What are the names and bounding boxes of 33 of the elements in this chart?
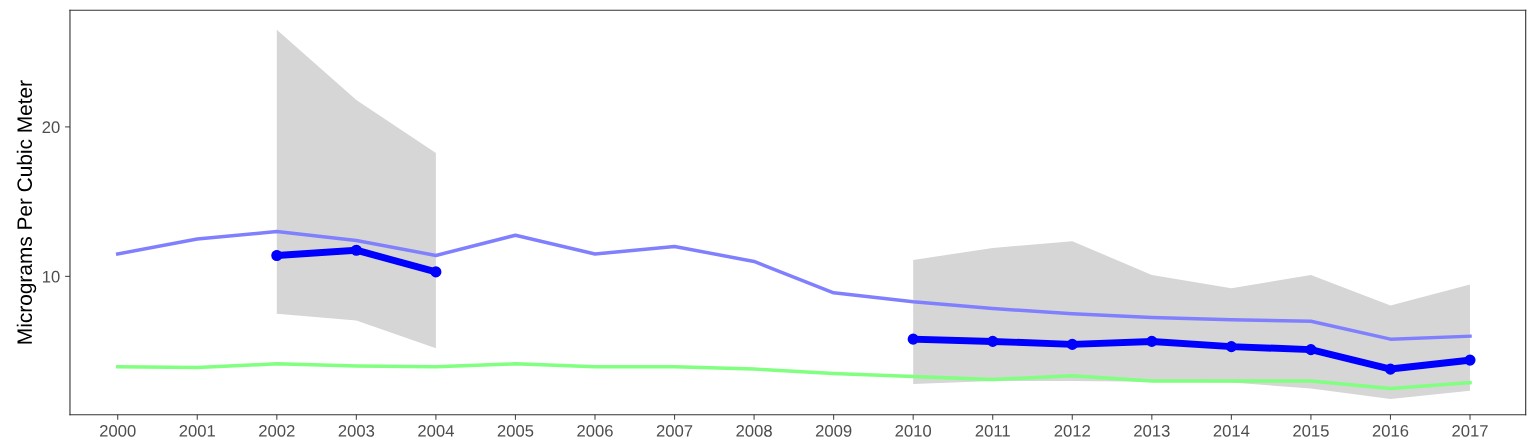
x-tick-label: 2004	[418, 424, 454, 437]
point	[1464, 354, 1476, 366]
line-series	[115, 362, 1472, 391]
x-tick-label: 2000	[100, 424, 136, 437]
x-tick-label: 2008	[736, 424, 772, 437]
x-tick-label: 2007	[656, 424, 693, 437]
x-tick-label: 2012	[1054, 424, 1090, 437]
x-tick-label: 2010	[895, 424, 932, 437]
point	[1066, 338, 1078, 350]
y-tick-label: 10	[42, 270, 60, 283]
y-axis-title: Micrograms Per Cubic Meter	[16, 80, 37, 344]
point	[1305, 344, 1317, 356]
x-tick-label: 2003	[338, 424, 375, 437]
line-series	[115, 229, 1472, 341]
x-tick-label: 2014	[1213, 424, 1250, 437]
point	[907, 333, 919, 345]
x-tick-label: 2001	[179, 424, 215, 437]
point	[430, 266, 442, 278]
x-tick-label: 2016	[1372, 424, 1409, 437]
point	[350, 244, 362, 256]
x-tick-label: 2009	[815, 424, 852, 437]
point	[271, 249, 283, 262]
x-tick-label: 2017	[1452, 424, 1488, 437]
x-tick-label: 2005	[497, 424, 534, 437]
y-tick-label: 20	[42, 121, 60, 134]
point	[987, 335, 999, 347]
x-tick-label: 2013	[1134, 424, 1170, 437]
x-tick-label: 2015	[1293, 424, 1329, 437]
x-tick-label: 2002	[259, 424, 295, 437]
x-tick-label: 2006	[577, 424, 613, 437]
point	[1225, 341, 1237, 353]
x-tick-label: 2011	[975, 424, 1010, 437]
point	[1146, 335, 1158, 347]
